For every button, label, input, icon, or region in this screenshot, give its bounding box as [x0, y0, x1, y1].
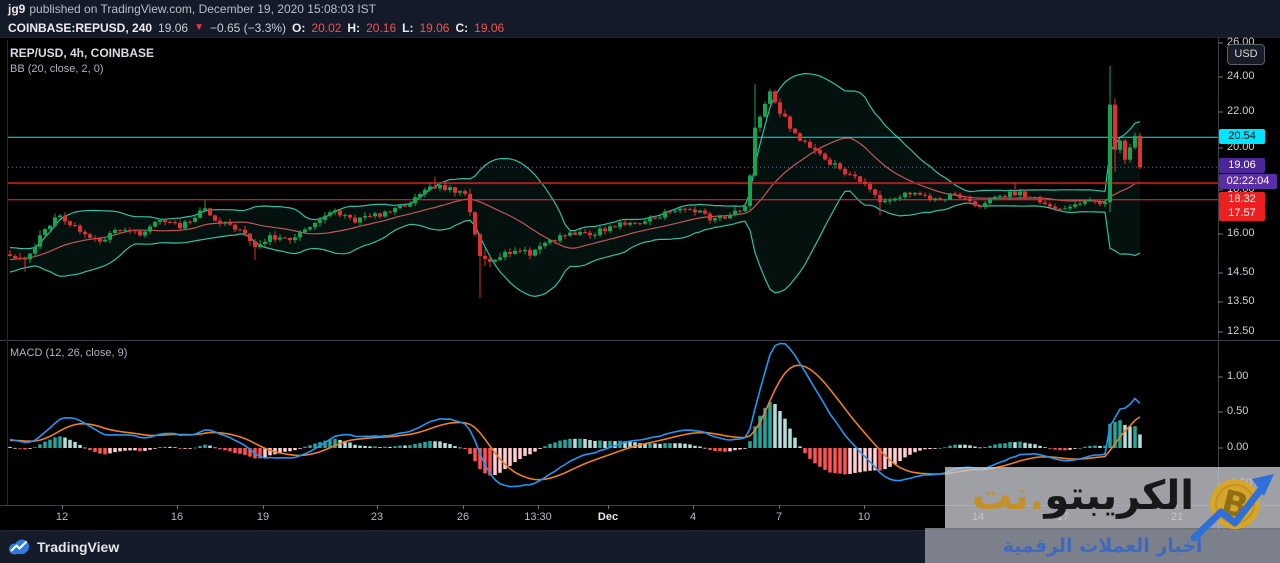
time-tick-label: 19: [256, 511, 270, 523]
tradingview-brand-text[interactable]: TradingView: [37, 539, 120, 555]
macd-indicator-label[interactable]: MACD (12, 26, close, 9): [10, 347, 128, 359]
publish-info-text: published on TradingView.com, December 1…: [29, 2, 377, 16]
price-label-chip: 18.32: [1219, 191, 1265, 207]
time-tick-label: 16: [170, 511, 184, 523]
price-label-chip: 17.57: [1219, 205, 1265, 221]
price-tick-label: 12.50: [1227, 325, 1255, 337]
time-tick-label: 4: [689, 511, 697, 523]
time-tick-label: 10: [857, 511, 871, 523]
last-price: 19.06: [158, 20, 189, 35]
ohlc-value: 20.16: [366, 20, 397, 35]
ohlc-value: 20.02: [311, 20, 342, 35]
price-tick-label: 24.00: [1227, 70, 1255, 82]
ohlc-value: 19.06: [419, 20, 450, 35]
ohlc-key: L:: [402, 20, 414, 35]
tradingview-logo-icon[interactable]: [8, 538, 30, 556]
watermark-tagline: أخبار العملات الرقمية: [1002, 534, 1203, 557]
bollinger-indicator-label[interactable]: BB (20, close, 2, 0): [10, 63, 104, 75]
publisher-username: jg9: [8, 2, 26, 16]
ohlc-key: O:: [292, 20, 306, 35]
ohlc-values: O: 20.02 H: 20.16 L: 19.06 C: 19.06: [292, 21, 504, 35]
time-tick-label: 12: [55, 511, 69, 523]
countdown-label-chip: 02:22:04: [1219, 173, 1277, 189]
currency-toggle-button[interactable]: USD: [1227, 44, 1265, 65]
price-tick-label: 13.50: [1227, 295, 1255, 307]
macd-tick-label: 0.50: [1227, 405, 1249, 417]
time-tick-label: 13:30: [524, 511, 552, 523]
ohlc-key: H:: [347, 20, 361, 35]
price-tick-label: 20.00: [1227, 141, 1255, 153]
symbol-info-bar: COINBASE:REPUSD, 240 19.06 ▼ −0.65 (−3.3…: [0, 18, 1280, 38]
price-down-arrow-icon: ▼: [194, 22, 204, 33]
macd-tick-label: 1.00: [1227, 370, 1249, 382]
time-tick-label: Dec: [597, 511, 619, 523]
watermark-logo-band: الكريبتو.نت: [945, 467, 1280, 528]
price-pane-title: REP/USD, 4h, COINBASE: [10, 46, 155, 60]
time-tick-label: 7: [775, 511, 783, 523]
symbol-name: COINBASE:REPUSD, 240: [8, 20, 153, 35]
watermark-tagline-band: أخبار العملات الرقمية: [925, 528, 1280, 563]
watermark-site-name: الكريبتو.نت: [971, 473, 1194, 519]
ohlc-key: C:: [455, 20, 469, 35]
price-change: −0.65 (−3.3%): [209, 20, 287, 35]
price-tick-label: 16.00: [1227, 227, 1255, 239]
price-tick-label: 22.00: [1227, 105, 1255, 117]
price-label-chip: 20.54: [1219, 128, 1265, 144]
price-tick-label: 14.50: [1227, 266, 1255, 278]
publish-info-bar: jg9 published on TradingView.com, Decemb…: [0, 0, 1280, 18]
ohlc-value: 19.06: [474, 20, 505, 35]
macd-tick-label: 0.00: [1227, 441, 1249, 453]
time-tick-label: 23: [370, 511, 384, 523]
time-tick-label: 26: [456, 511, 470, 523]
price-label-chip: 19.06: [1219, 157, 1265, 173]
